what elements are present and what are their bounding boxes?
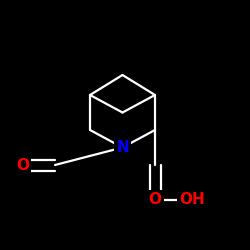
- Text: O: O: [148, 192, 162, 208]
- Text: OH: OH: [180, 192, 206, 208]
- Text: N: N: [116, 140, 129, 155]
- Text: O: O: [16, 158, 29, 172]
